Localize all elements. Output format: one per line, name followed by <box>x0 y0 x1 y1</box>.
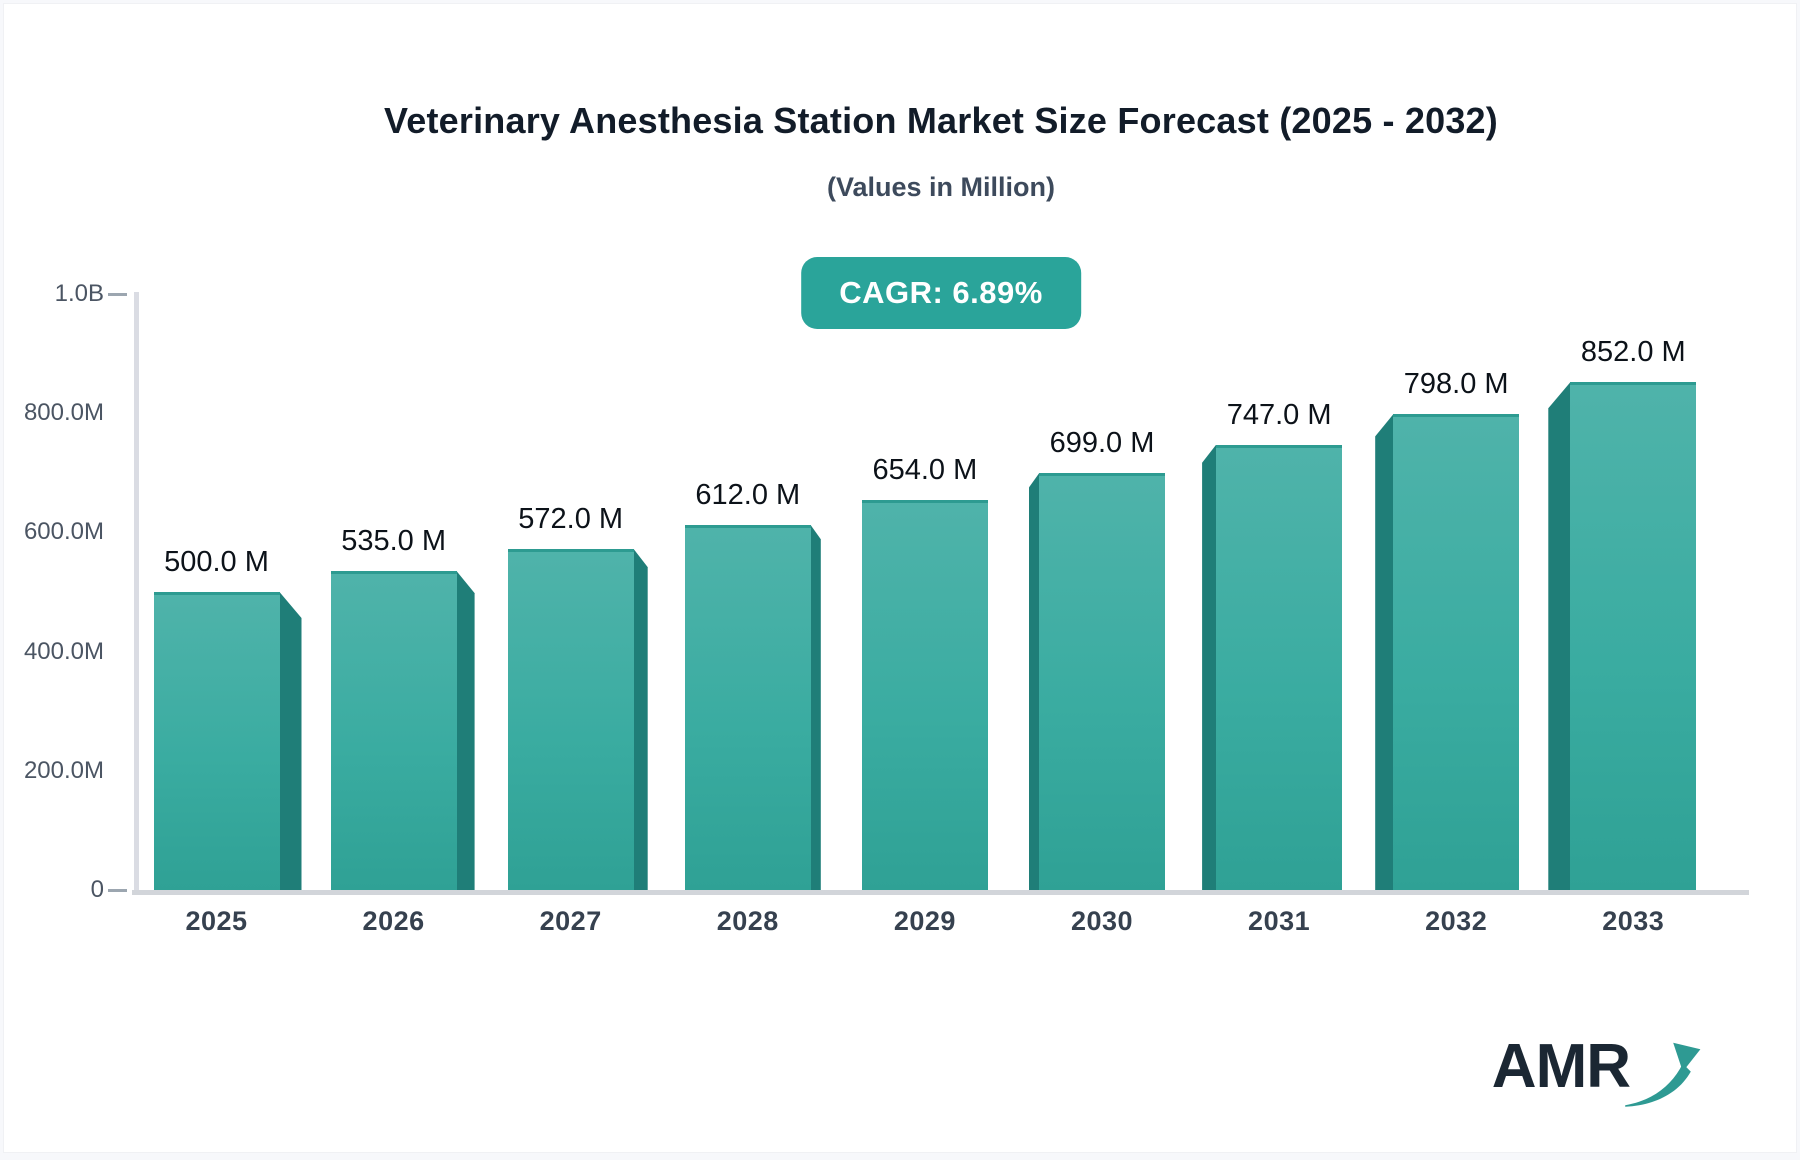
bar-value-label: 852.0 M <box>1513 336 1753 369</box>
x-axis-label: 2033 <box>1513 906 1753 937</box>
bar-side <box>457 571 475 890</box>
amr-logo: AMR <box>1492 1036 1704 1110</box>
bar-side <box>811 525 821 890</box>
y-axis-tick <box>108 293 127 296</box>
y-axis-tick <box>108 889 127 892</box>
y-axis-label: 0 <box>4 876 104 904</box>
bar <box>331 571 457 890</box>
bar-value-label: 699.0 M <box>982 427 1222 460</box>
bar-side <box>1029 473 1039 890</box>
bar-side <box>1548 382 1570 890</box>
bar <box>154 592 280 890</box>
bar <box>1216 445 1342 890</box>
bar <box>1393 414 1519 890</box>
bar-side <box>280 592 302 890</box>
y-axis-label: 1.0B <box>4 280 104 308</box>
bar <box>1039 473 1165 890</box>
amr-logo-text: AMR <box>1492 1036 1630 1098</box>
growth-arrow-icon <box>1620 1038 1704 1110</box>
y-axis-label: 600.0M <box>4 518 104 546</box>
bar-side <box>1375 414 1393 890</box>
x-axis-line <box>132 890 1749 895</box>
y-axis-line <box>134 292 139 892</box>
y-axis-label: 400.0M <box>4 638 104 666</box>
y-axis-label: 200.0M <box>4 757 104 785</box>
bar-value-label: 798.0 M <box>1336 368 1576 401</box>
y-axis-label: 800.0M <box>4 399 104 427</box>
bar <box>685 525 811 890</box>
bar-value-label: 747.0 M <box>1159 399 1399 432</box>
bar <box>1570 382 1696 890</box>
bar <box>862 500 988 890</box>
chart-card: Veterinary Anesthesia Station Market Siz… <box>3 3 1797 1153</box>
bar <box>508 549 634 890</box>
bar-side <box>634 549 648 890</box>
bar-side <box>1202 445 1216 890</box>
